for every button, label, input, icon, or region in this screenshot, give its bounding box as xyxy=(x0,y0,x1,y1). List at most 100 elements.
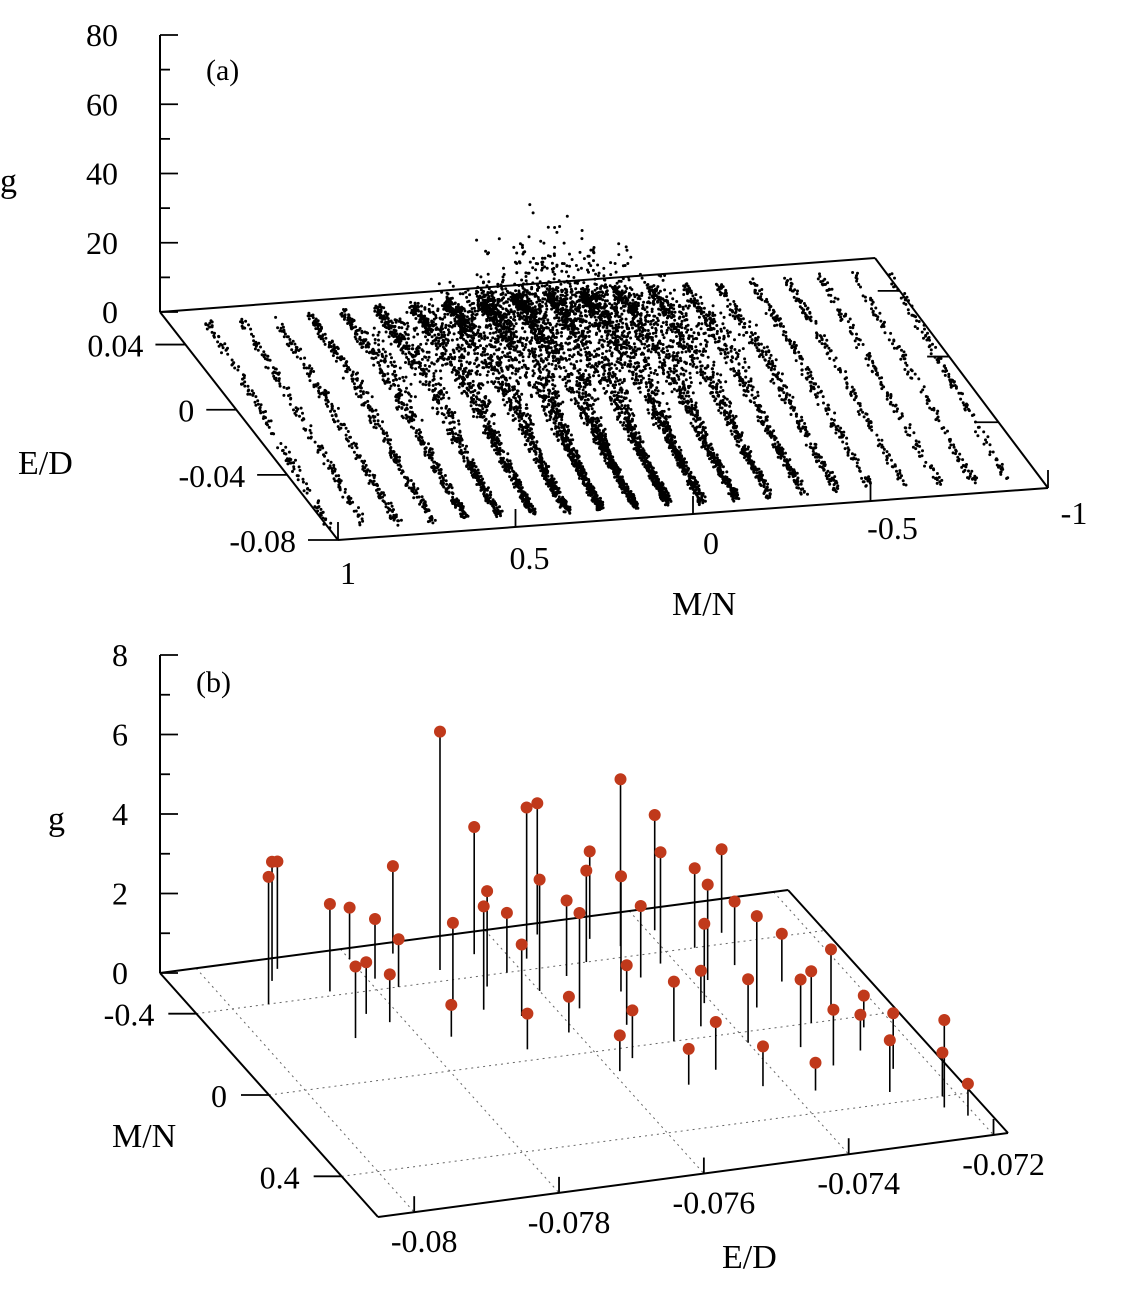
panel-a-point xyxy=(430,323,434,327)
panel-a-point xyxy=(400,333,404,337)
panel-a-point xyxy=(237,365,241,369)
panel-a-point xyxy=(408,399,412,403)
panel-a-point xyxy=(344,426,348,430)
panel-a-point xyxy=(303,356,307,360)
panel-a-point xyxy=(372,352,376,356)
panel-a-point xyxy=(368,350,372,354)
panel-a-point xyxy=(389,319,393,323)
panel-a-point xyxy=(349,496,353,500)
panel-a-point xyxy=(470,342,474,346)
panel-a-point xyxy=(426,338,430,342)
panel-a-point xyxy=(291,351,295,354)
panel-a-point xyxy=(455,315,458,319)
panel-a-point xyxy=(547,362,551,366)
panel-a-point xyxy=(438,476,442,480)
panel-a-point xyxy=(273,377,277,380)
panel-a-point xyxy=(339,422,343,426)
panel-a-point xyxy=(393,334,397,337)
panel-a-point xyxy=(475,415,479,419)
panel-a-point xyxy=(435,407,439,411)
panel-a-point xyxy=(329,349,333,353)
panel-a-point xyxy=(473,352,477,356)
panel-a-point xyxy=(562,436,566,440)
panel-a-point xyxy=(419,310,423,314)
panel-a-point xyxy=(597,499,601,503)
panel-a-point xyxy=(486,431,490,435)
panel-a-point xyxy=(337,485,341,489)
panel-a-point xyxy=(467,343,471,347)
panel-a-point xyxy=(437,282,441,286)
panel-a-point xyxy=(267,425,271,429)
panel-a-point xyxy=(511,366,515,370)
panel-a-point xyxy=(527,315,531,319)
panel-a-point xyxy=(380,427,384,431)
panel-a-point xyxy=(483,337,487,341)
panel-a-point xyxy=(502,375,506,379)
panel-a-point xyxy=(514,405,518,409)
panel-a-point xyxy=(361,519,365,523)
panel-a-point xyxy=(466,319,470,323)
panel-a-point xyxy=(247,323,250,327)
panel-a-point xyxy=(405,386,408,390)
panel-a-point xyxy=(246,384,250,388)
panel-a-point xyxy=(516,389,520,393)
panel-a-point xyxy=(428,310,432,314)
panel-a-point xyxy=(360,331,364,335)
panel-a-point xyxy=(547,280,551,284)
panel-a-point xyxy=(440,333,444,337)
panel-a-point xyxy=(492,422,496,426)
panel-a-point xyxy=(394,395,398,399)
panel-a-point xyxy=(405,416,408,420)
panel-a-point xyxy=(406,321,409,325)
panel-a-point xyxy=(387,335,391,339)
panel-a-point xyxy=(373,341,377,345)
panel-a-point xyxy=(408,410,412,414)
panel-a-point xyxy=(512,333,516,337)
panel-a-point xyxy=(466,459,470,463)
panel-a-point xyxy=(304,428,307,432)
panel-a-point xyxy=(509,403,513,407)
panel-a-point xyxy=(389,455,393,459)
panel-a-point xyxy=(293,342,297,346)
panel-a-point xyxy=(523,435,527,439)
panel-a-point xyxy=(451,495,455,499)
panel-a-point xyxy=(490,302,494,306)
panel-a-point xyxy=(533,512,537,516)
panel-a-point xyxy=(301,411,304,415)
panel-a-point xyxy=(206,323,210,327)
panel-a-point xyxy=(564,384,568,388)
panel-a-point xyxy=(281,448,285,452)
panel-a-point xyxy=(346,322,350,325)
panel-a-point xyxy=(364,343,368,347)
panel-a-point xyxy=(383,325,387,329)
panel-a-point xyxy=(580,477,584,481)
panel-a-point xyxy=(485,312,489,316)
panel-a-point xyxy=(491,372,495,376)
panel-a-point xyxy=(509,308,513,312)
panel-a-point xyxy=(422,317,426,321)
panel-a-point xyxy=(316,327,320,331)
panel-a-point xyxy=(482,490,486,494)
panel-a-point xyxy=(477,403,481,407)
panel-a-point xyxy=(482,298,486,302)
panel-a-ticks xyxy=(155,34,1049,541)
panel-a-point xyxy=(546,344,550,348)
panel-a-point xyxy=(386,322,390,326)
panel-a-point xyxy=(547,402,550,406)
panel-a-point xyxy=(350,319,354,323)
panel-a-point xyxy=(316,319,320,323)
panel-a-point xyxy=(528,442,532,445)
panel-a-point xyxy=(522,282,525,286)
panel-a-point xyxy=(339,426,343,430)
panel-a-point xyxy=(488,493,492,497)
panel-a-point xyxy=(253,347,257,351)
panel-a-point xyxy=(350,446,354,450)
panel-a-point xyxy=(393,369,397,373)
panel-a-point xyxy=(547,379,551,383)
panel-a-point xyxy=(424,342,428,346)
panel-a-point xyxy=(345,364,348,368)
panel-a-point xyxy=(382,306,386,310)
panel-a-point xyxy=(486,336,489,340)
panel-a-point xyxy=(501,307,505,311)
panel-a-point xyxy=(462,389,466,393)
